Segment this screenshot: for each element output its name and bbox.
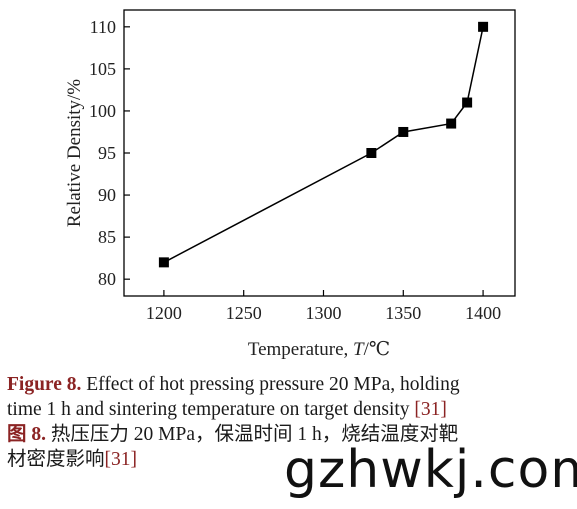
caption-zh-line-1: 图 8. 热压压力 20 MPa，保温时间 1 h，烧结温度对靶 <box>7 422 573 447</box>
caption-en-text-1: Effect of hot pressing pressure 20 MPa, … <box>81 374 460 395</box>
y-tick-label: 105 <box>89 59 116 79</box>
data-point-marker <box>478 21 489 32</box>
x-tick-label: 1400 <box>465 303 501 323</box>
figure-caption: Figure 8. Effect of hot pressing pressur… <box>7 372 573 472</box>
density-vs-temperature-chart: 1200 1250 1300 1350 1400 80 85 90 95 100 105 110 T… <box>64 9 516 360</box>
y-tick-label: 85 <box>98 227 116 247</box>
caption-zh-label: 图 8. <box>7 424 47 445</box>
y-axis-ticks: 80 85 90 95 100 105 110 <box>89 17 130 289</box>
data-point-marker <box>158 257 169 268</box>
y-tick-label: 80 <box>98 269 116 289</box>
y-axis-title: Relative Density/% <box>64 79 85 227</box>
y-tick-label: 110 <box>90 17 116 37</box>
data-series <box>158 21 489 268</box>
caption-zh-text-1: 热压压力 20 MPa，保温时间 1 h，烧结温度对靶 <box>46 424 459 445</box>
caption-en-ref[interactable]: [31] <box>414 399 447 420</box>
data-point-marker <box>446 118 457 129</box>
caption-zh-ref[interactable]: [31] <box>104 449 138 470</box>
x-axis-title: Temperature, T/℃ <box>248 339 390 360</box>
caption-zh-text-2: 材密度影响 <box>7 449 105 470</box>
y-tick-label: 100 <box>89 101 116 121</box>
y-tick-label: 95 <box>98 143 116 163</box>
x-tick-label: 1350 <box>385 303 421 323</box>
caption-en-label: Figure 8. <box>7 374 82 395</box>
caption-zh-line-2: 材密度影响[31] <box>7 447 573 472</box>
caption-en-line-2: time 1 h and sintering temperature on ta… <box>7 397 573 422</box>
x-tick-label: 1200 <box>146 303 182 323</box>
data-point-marker <box>366 148 377 158</box>
x-axis-ticks: 1200 1250 1300 1350 1400 <box>146 290 501 323</box>
caption-en-line-1: Figure 8. Effect of hot pressing pressur… <box>7 372 573 397</box>
caption-en-text-2: time 1 h and sintering temperature on ta… <box>7 399 415 420</box>
data-point-marker <box>462 97 473 108</box>
data-point-marker <box>398 126 409 137</box>
x-tick-label: 1300 <box>305 303 341 323</box>
y-tick-label: 90 <box>98 185 116 205</box>
watermark: gzhwkj.com <box>284 440 577 500</box>
series-line <box>163 26 484 264</box>
x-tick-label: 1250 <box>226 303 262 323</box>
